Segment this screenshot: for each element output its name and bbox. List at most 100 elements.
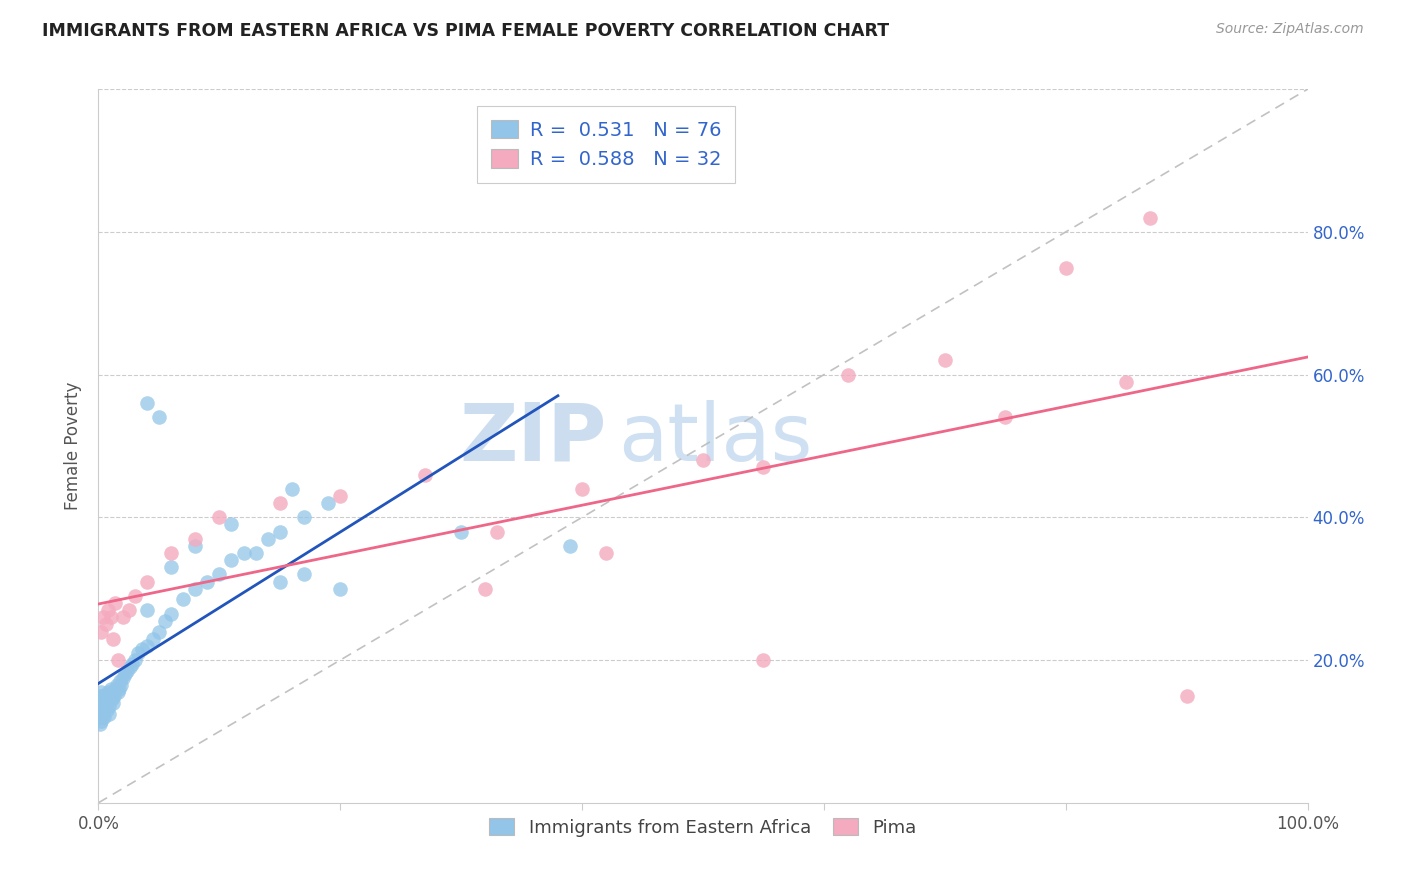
Point xyxy=(100,692,122,706)
Point xyxy=(94,689,117,703)
Text: ZIP: ZIP xyxy=(458,400,606,478)
Point xyxy=(160,546,183,560)
Point xyxy=(184,539,207,553)
Point xyxy=(98,706,121,721)
Point xyxy=(98,699,121,714)
Point xyxy=(474,582,496,596)
Point xyxy=(1139,211,1161,225)
Point xyxy=(934,353,956,368)
Point xyxy=(114,667,136,681)
Point xyxy=(89,689,111,703)
Point xyxy=(160,560,183,574)
Point xyxy=(118,660,141,674)
Text: atlas: atlas xyxy=(619,400,813,478)
Point xyxy=(94,699,117,714)
Point xyxy=(184,582,207,596)
Point xyxy=(107,685,129,699)
Point xyxy=(135,603,157,617)
Legend: Immigrants from Eastern Africa, Pima: Immigrants from Eastern Africa, Pima xyxy=(482,811,924,844)
Point xyxy=(1175,689,1198,703)
Point xyxy=(269,574,291,589)
Point xyxy=(245,546,267,560)
Point xyxy=(142,632,165,646)
Point xyxy=(111,671,134,685)
Point xyxy=(108,674,131,689)
Point xyxy=(994,410,1017,425)
Point xyxy=(256,532,278,546)
Point xyxy=(752,653,775,667)
Point xyxy=(752,460,775,475)
Point xyxy=(148,410,170,425)
Point xyxy=(153,614,176,628)
Point xyxy=(221,553,243,567)
Point xyxy=(93,710,115,724)
Point xyxy=(486,524,509,539)
Point xyxy=(124,653,146,667)
Point xyxy=(1115,375,1137,389)
Point xyxy=(90,624,112,639)
Point xyxy=(208,510,231,524)
Point xyxy=(1054,260,1077,275)
Y-axis label: Female Poverty: Female Poverty xyxy=(65,382,83,510)
Point xyxy=(107,653,129,667)
Point xyxy=(117,664,139,678)
Point xyxy=(100,610,122,624)
Point xyxy=(195,574,218,589)
Point xyxy=(90,706,112,721)
Point xyxy=(135,396,157,410)
Point xyxy=(121,657,143,671)
Point xyxy=(101,696,124,710)
Point xyxy=(93,696,115,710)
Point xyxy=(558,539,581,553)
Point xyxy=(91,696,114,710)
Point xyxy=(89,717,111,731)
Point xyxy=(450,524,472,539)
Point xyxy=(148,624,170,639)
Point xyxy=(329,582,352,596)
Point xyxy=(135,574,157,589)
Point xyxy=(221,517,243,532)
Point xyxy=(208,567,231,582)
Point xyxy=(101,632,124,646)
Point xyxy=(118,603,141,617)
Point xyxy=(94,617,117,632)
Point xyxy=(135,639,157,653)
Point xyxy=(89,710,111,724)
Point xyxy=(232,546,254,560)
Point xyxy=(692,453,714,467)
Point xyxy=(292,510,315,524)
Point xyxy=(97,692,120,706)
Point xyxy=(91,706,114,721)
Point xyxy=(100,689,122,703)
Point xyxy=(292,567,315,582)
Point xyxy=(269,496,291,510)
Point xyxy=(160,607,183,621)
Point xyxy=(316,496,339,510)
Point xyxy=(97,685,120,699)
Point xyxy=(96,703,118,717)
Point xyxy=(96,696,118,710)
Point xyxy=(91,703,114,717)
Point xyxy=(184,532,207,546)
Point xyxy=(269,524,291,539)
Point xyxy=(837,368,859,382)
Point xyxy=(172,592,194,607)
Point xyxy=(100,681,122,696)
Point xyxy=(90,714,112,728)
Point xyxy=(281,482,304,496)
Point xyxy=(127,646,149,660)
Point xyxy=(91,692,114,706)
Point xyxy=(110,678,132,692)
Text: IMMIGRANTS FROM EASTERN AFRICA VS PIMA FEMALE POVERTY CORRELATION CHART: IMMIGRANTS FROM EASTERN AFRICA VS PIMA F… xyxy=(42,22,890,40)
Point xyxy=(101,685,124,699)
Point xyxy=(91,610,114,624)
Point xyxy=(104,681,127,696)
Point xyxy=(91,710,114,724)
Point xyxy=(595,546,617,560)
Point xyxy=(103,689,125,703)
Point xyxy=(93,703,115,717)
Point xyxy=(91,689,114,703)
Point xyxy=(104,596,127,610)
Point xyxy=(108,681,131,696)
Point xyxy=(89,703,111,717)
